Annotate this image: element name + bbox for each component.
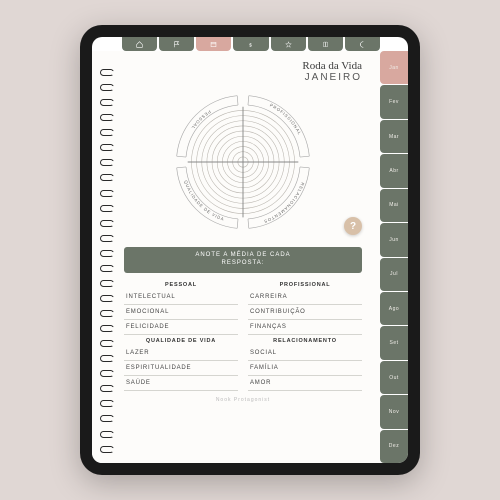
side-tab-jul[interactable]: Jul	[380, 258, 408, 291]
side-tab-dez[interactable]: Dez	[380, 430, 408, 463]
top-tab-strip: $	[92, 37, 380, 51]
side-tab-abr[interactable]: Abr	[380, 154, 408, 187]
page-header: Roda da Vida JANEIRO	[124, 61, 362, 83]
top-tab-calendar[interactable]	[196, 37, 231, 51]
answer-cell[interactable]: FINANÇAS	[248, 320, 362, 335]
instruction-banner: ANOTE A MÉDIA DE CADARESPOSTA:	[124, 247, 362, 273]
side-tab-jun[interactable]: Jun	[380, 223, 408, 256]
page-title: Roda da Vida	[124, 61, 362, 72]
column-header: PROFISSIONAL	[248, 279, 362, 290]
answer-grid: PESSOAL PROFISSIONAL INTELECTUAL CARREIRA EM…	[124, 279, 362, 391]
top-tab-star[interactable]	[271, 37, 306, 51]
month-label: JANEIRO	[124, 72, 362, 83]
screen: $ JanFevMarAbrMaiJunJulAgoSetOutNovDez R…	[92, 37, 408, 463]
planner-page: Roda da Vida JANEIRO PESSOAL PROFISSIONAL…	[92, 51, 380, 463]
side-tab-ago[interactable]: Ago	[380, 292, 408, 325]
answer-cell[interactable]: FAMÍLIA	[248, 361, 362, 376]
life-wheel: PESSOAL PROFISSIONAL QUALIDADE DE VIDA RELA…	[168, 87, 318, 237]
column-header: RELACIONAMENTO	[248, 335, 362, 346]
tablet-frame: $ JanFevMarAbrMaiJunJulAgoSetOutNovDez R…	[80, 25, 420, 475]
help-icon[interactable]: ?	[344, 217, 362, 235]
svg-text:QUALIDADE DE VIDA: QUALIDADE DE VIDA	[183, 180, 225, 222]
side-tab-nov[interactable]: Nov	[380, 395, 408, 428]
footer-credit: Nook Protagonist	[124, 397, 362, 403]
answer-cell[interactable]: INTELECTUAL	[124, 290, 238, 305]
answer-cell[interactable]: FELICIDADE	[124, 320, 238, 335]
top-tab-home[interactable]	[122, 37, 157, 51]
svg-text:PROFISSIONAL: PROFISSIONAL	[269, 102, 303, 136]
side-tab-jan[interactable]: Jan	[380, 51, 408, 84]
answer-cell[interactable]: AMOR	[248, 376, 362, 391]
answer-cell[interactable]: CARREIRA	[248, 290, 362, 305]
answer-cell[interactable]: SOCIAL	[248, 346, 362, 361]
side-tab-set[interactable]: Set	[380, 326, 408, 359]
side-tab-strip: JanFevMarAbrMaiJunJulAgoSetOutNovDez	[380, 51, 408, 463]
answer-cell[interactable]: SAÚDE	[124, 376, 238, 391]
top-tab-money[interactable]: $	[233, 37, 268, 51]
side-tab-mai[interactable]: Mai	[380, 189, 408, 222]
side-tab-fev[interactable]: Fev	[380, 85, 408, 118]
answer-cell[interactable]: LAZER	[124, 346, 238, 361]
answer-cell[interactable]: CONTRIBUIÇÃO	[248, 305, 362, 320]
svg-text:$: $	[250, 42, 253, 48]
top-tab-book[interactable]	[308, 37, 343, 51]
top-tab-flag[interactable]	[159, 37, 194, 51]
column-header: QUALIDADE DE VIDA	[124, 335, 238, 346]
column-header: PESSOAL	[124, 279, 238, 290]
answer-cell[interactable]: ESPIRITUALIDADE	[124, 361, 238, 376]
top-tab-moon[interactable]	[345, 37, 380, 51]
answer-cell[interactable]: EMOCIONAL	[124, 305, 238, 320]
svg-text:PESSOAL: PESSOAL	[190, 109, 212, 131]
spiral-binding	[100, 65, 116, 457]
svg-text:RELACIONAMENTOS: RELACIONAMENTOS	[263, 182, 306, 225]
side-tab-out[interactable]: Out	[380, 361, 408, 394]
side-tab-mar[interactable]: Mar	[380, 120, 408, 153]
